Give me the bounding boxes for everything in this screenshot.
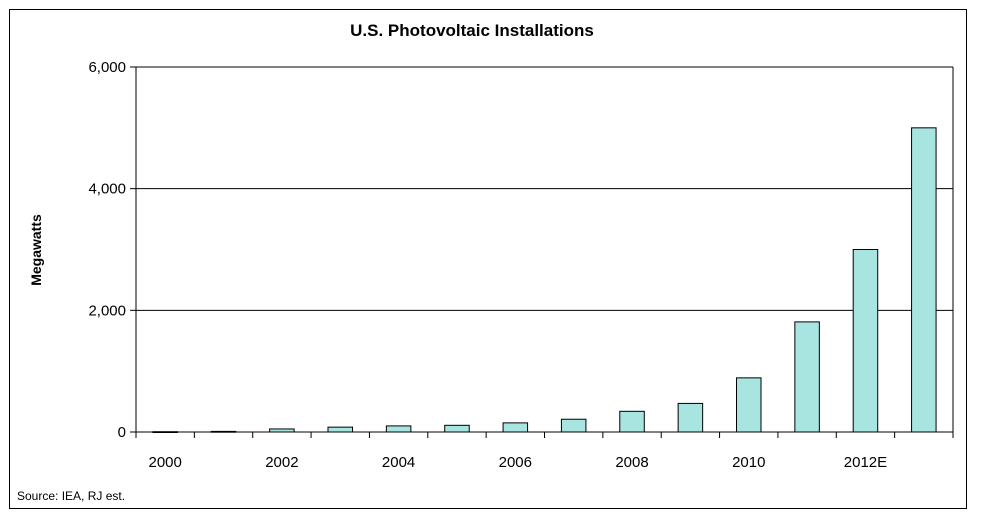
bar-2013E bbox=[911, 127, 937, 433]
bar-2003 bbox=[327, 426, 354, 433]
bar-2008 bbox=[619, 410, 645, 433]
x-tick-label: 2004 bbox=[382, 454, 415, 471]
y-tick-label: 4,000 bbox=[88, 181, 126, 198]
y-tick-label: 2,000 bbox=[88, 302, 126, 319]
x-tick-label: 2000 bbox=[148, 454, 181, 471]
bar-2012E bbox=[852, 249, 879, 433]
bar-2009 bbox=[677, 402, 704, 433]
y-tick-label: 0 bbox=[118, 424, 126, 441]
axes bbox=[130, 66, 954, 438]
x-tick-label: 2002 bbox=[265, 454, 298, 471]
bar-2007 bbox=[560, 418, 587, 433]
y-tick-label: 6,000 bbox=[88, 59, 126, 76]
source-note: Source: IEA, RJ est. bbox=[17, 489, 126, 503]
bar-2011 bbox=[794, 321, 820, 433]
bar-2010 bbox=[735, 377, 762, 433]
bar-2006 bbox=[502, 422, 529, 433]
x-tick-label: 2008 bbox=[615, 454, 648, 471]
bar-2005 bbox=[444, 424, 470, 433]
gridlines bbox=[136, 66, 954, 432]
x-tick-label: 2010 bbox=[732, 454, 765, 471]
y-axis-label: Megawatts bbox=[28, 214, 44, 286]
chart-title: U.S. Photovoltaic Installations bbox=[350, 21, 594, 40]
x-tick-label: 2006 bbox=[499, 454, 532, 471]
bar-2004 bbox=[385, 425, 412, 433]
bars bbox=[152, 127, 937, 433]
tick-labels: 0 2,000 4,000 6,000 2000 2002 2004 2006 2008 2010… bbox=[88, 59, 887, 471]
x-tick-label: 2012E bbox=[844, 454, 887, 471]
